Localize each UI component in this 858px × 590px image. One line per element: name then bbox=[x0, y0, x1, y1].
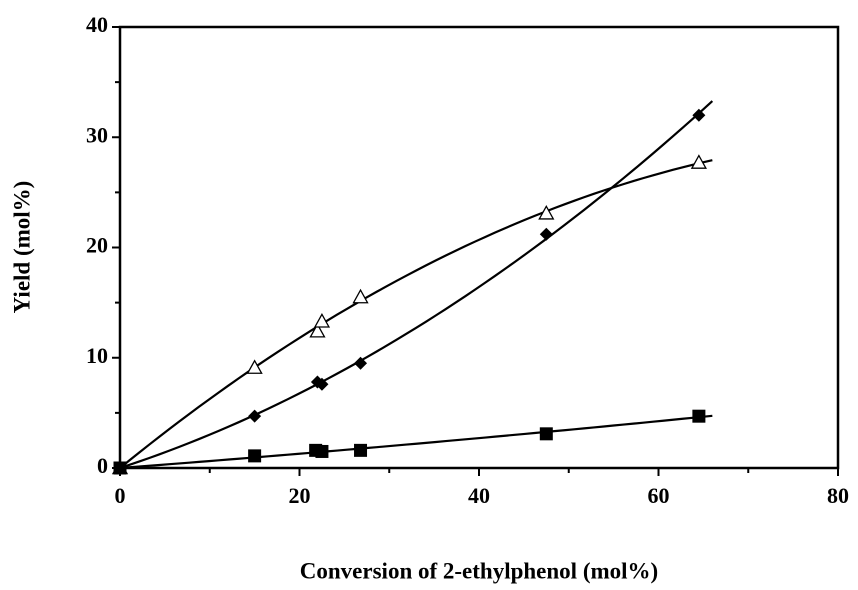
marker bbox=[246, 359, 263, 374]
marker bbox=[690, 154, 707, 169]
marker bbox=[539, 227, 553, 241]
y-tick-label: 10 bbox=[86, 343, 108, 368]
marker bbox=[248, 449, 262, 463]
marker bbox=[354, 356, 368, 370]
marker bbox=[248, 409, 262, 423]
trend-line bbox=[119, 414, 713, 470]
y-tick-label: 40 bbox=[86, 12, 108, 37]
trend-line bbox=[119, 159, 713, 469]
x-tick-label: 40 bbox=[468, 483, 490, 508]
marker bbox=[315, 377, 329, 391]
x-tick-label: 60 bbox=[648, 483, 670, 508]
marker bbox=[352, 288, 369, 304]
y-tick-label: 20 bbox=[86, 233, 108, 258]
marker bbox=[309, 322, 326, 338]
y-axis-title: Yield (mol%) bbox=[9, 181, 34, 314]
x-tick-label: 80 bbox=[827, 483, 849, 508]
x-tick-label: 0 bbox=[115, 483, 126, 508]
trend-line bbox=[119, 100, 714, 470]
y-tick-label: 30 bbox=[86, 122, 108, 147]
marker bbox=[315, 444, 329, 458]
marker bbox=[692, 409, 706, 423]
x-axis-title: Conversion of 2-ethylphenol (mol%) bbox=[300, 558, 658, 583]
marker bbox=[113, 461, 127, 475]
plot-frame bbox=[118, 25, 840, 470]
x-tick-label: 20 bbox=[289, 483, 311, 508]
marker bbox=[313, 313, 331, 328]
y-tick-label: 0 bbox=[97, 453, 108, 478]
marker bbox=[539, 427, 553, 441]
marker bbox=[354, 443, 368, 457]
marker bbox=[538, 204, 555, 220]
marker bbox=[692, 108, 706, 122]
